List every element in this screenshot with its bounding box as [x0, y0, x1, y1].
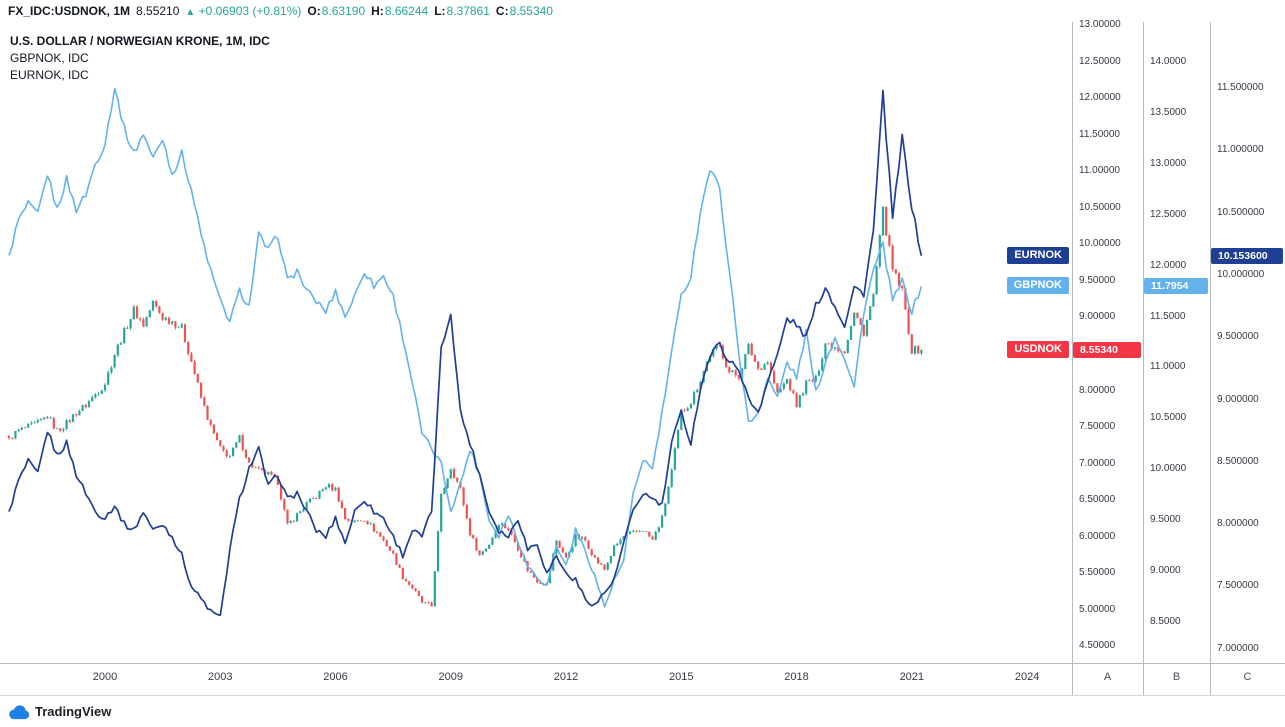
price-tick-label: 7.00000	[1079, 457, 1116, 469]
gbpnok-series-badge: GBPNOK	[1006, 277, 1069, 295]
eurnok-line-series	[8, 89, 923, 617]
time-axis[interactable]: A B C 2000 2003 2006 2009 2012 2015 2018 2021 2024	[0, 663, 1285, 695]
price-tick-label: 8.00000	[1079, 384, 1116, 396]
price-tick-label: 9.50000	[1079, 274, 1116, 286]
price-scale-c[interactable]: 11.500000 11.000000 10.500000 10.000000 9.50…	[1210, 22, 1285, 663]
price-tick-label: 13.0000	[1150, 157, 1187, 169]
scale-letter-c: C	[1243, 671, 1252, 683]
time-tick-label: 2009	[438, 671, 463, 683]
scale-letter-b: B	[1172, 671, 1181, 683]
price-tick-label: 9.0000	[1150, 565, 1181, 576]
footer-bar: TradingView	[0, 696, 1285, 727]
price-tick-label: 10.500000	[1217, 206, 1265, 218]
price-tick-label: 7.000000	[1217, 642, 1259, 654]
gbpnok-price-badge: 11.7954	[1144, 278, 1208, 295]
scale-separator	[1210, 22, 1211, 695]
chart-canvas[interactable]	[0, 22, 1072, 663]
last-price: 8.55210	[136, 4, 180, 18]
eurnok-price-badge: 10.153600	[1211, 247, 1283, 264]
time-tick-label: 2018	[784, 671, 809, 683]
price-tick-label: 11.50000	[1079, 128, 1120, 140]
open-value: O: 8.63190	[307, 4, 366, 18]
price-tick-label: 11.500000	[1217, 82, 1264, 93]
scale-separator	[1143, 22, 1144, 695]
price-tick-label: 6.00000	[1079, 530, 1116, 542]
time-tick-label: 2003	[208, 671, 233, 683]
symbol-info-bar: FX_IDC:USDNOK, 1M 8.55210 ▲ +0.06903 (+0…	[0, 0, 1285, 22]
time-tick-label: 2015	[669, 671, 694, 683]
usdnok-candle-bodies-up	[14, 207, 923, 607]
time-tick-label: 2000	[92, 671, 118, 683]
up-arrow-icon: ▲	[185, 7, 196, 18]
footer-separator	[0, 695, 1285, 696]
price-tick-label: 12.5000	[1150, 208, 1187, 220]
price-tick-label: 10.50000	[1079, 201, 1121, 213]
time-tick-label: 2012	[553, 671, 579, 683]
usdnok-candle-wicks-down	[8, 206, 919, 607]
price-tick-label: 5.50000	[1079, 567, 1116, 579]
price-tick-label: 9.500000	[1217, 331, 1259, 343]
high-value: H: 8.66244	[371, 4, 429, 18]
price-tick-label: 7.500000	[1217, 580, 1259, 592]
close-value: C: 8.55340	[495, 4, 553, 18]
price-tick-label: 9.000000	[1217, 393, 1259, 405]
tradingview-logo[interactable]: TradingView	[8, 704, 111, 720]
chart-area[interactable]: U.S. DOLLAR / NORWEGIAN KRONE, 1M, IDC G…	[0, 22, 1072, 663]
usdnok-series-badge: USDNOK	[1007, 341, 1069, 359]
price-tick-label: 8.500000	[1217, 455, 1259, 467]
tradingview-brand-text: TradingView	[35, 704, 112, 719]
price-tick-label: 13.5000	[1150, 106, 1187, 118]
price-tick-label: 11.5000	[1150, 310, 1186, 322]
price-tick-label: 13.00000	[1079, 19, 1121, 30]
price-tick-label: 10.00000	[1079, 238, 1121, 250]
scale-letter-a: A	[1103, 671, 1112, 683]
price-tick-label: 11.000000	[1217, 144, 1264, 156]
price-tick-label: 5.00000	[1079, 603, 1116, 615]
time-tick-label: 2006	[323, 671, 348, 683]
low-value: L: 8.37861	[434, 4, 490, 18]
time-tick-label: 2024	[1014, 671, 1040, 683]
tradingview-cloud-icon	[9, 704, 30, 719]
usdnok-price-badge: 8.55340	[1073, 342, 1141, 359]
price-tick-label: 10.000000	[1217, 268, 1265, 280]
legend-main-series[interactable]: U.S. DOLLAR / NORWEGIAN KRONE, 1M, IDC	[10, 34, 270, 48]
gbpnok-line-series	[8, 87, 923, 608]
price-tick-label: 11.00000	[1079, 165, 1120, 177]
price-tick-label: 6.50000	[1079, 494, 1116, 506]
usdnok-candle-wicks-up	[14, 205, 922, 607]
price-tick-label: 9.00000	[1079, 311, 1116, 323]
price-tick-label: 8.000000	[1217, 518, 1259, 530]
scale-separator	[1072, 22, 1073, 695]
legend-eurnok-series[interactable]: EURNOK, IDC	[10, 68, 89, 82]
price-tick-label: 12.00000	[1079, 92, 1121, 104]
price-tick-label: 8.5000	[1150, 615, 1181, 627]
price-tick-label: 9.5000	[1150, 514, 1181, 526]
chart-legend: U.S. DOLLAR / NORWEGIAN KRONE, 1M, IDC G…	[10, 33, 270, 84]
eurnok-series-badge: EURNOK	[1007, 246, 1069, 264]
symbol-title[interactable]: FX_IDC:USDNOK, 1M	[8, 4, 131, 18]
price-scale-a[interactable]: 13.00000 12.50000 12.00000 11.50000 11.00000…	[1072, 19, 1143, 663]
time-tick-label: 2021	[899, 671, 925, 683]
time-axis-separator	[0, 663, 1285, 664]
price-tick-label: 10.5000	[1150, 412, 1187, 424]
price-tick-label: 14.0000	[1150, 56, 1187, 67]
usdnok-candle-bodies-down	[7, 207, 920, 607]
price-change: ▲ +0.06903 (+0.81%)	[185, 4, 302, 18]
price-tick-label: 4.50000	[1079, 640, 1116, 652]
legend-gbpnok-series[interactable]: GBPNOK, IDC	[10, 51, 89, 65]
price-tick-label: 10.0000	[1150, 463, 1187, 475]
price-tick-label: 7.50000	[1079, 421, 1116, 433]
price-tick-label: 11.0000	[1150, 361, 1186, 373]
price-scale-b[interactable]: 14.0000 13.5000 13.0000 12.5000 12.0000 11.50…	[1143, 22, 1210, 663]
price-tick-label: 12.0000	[1150, 259, 1187, 271]
price-tick-label: 12.50000	[1079, 55, 1121, 67]
